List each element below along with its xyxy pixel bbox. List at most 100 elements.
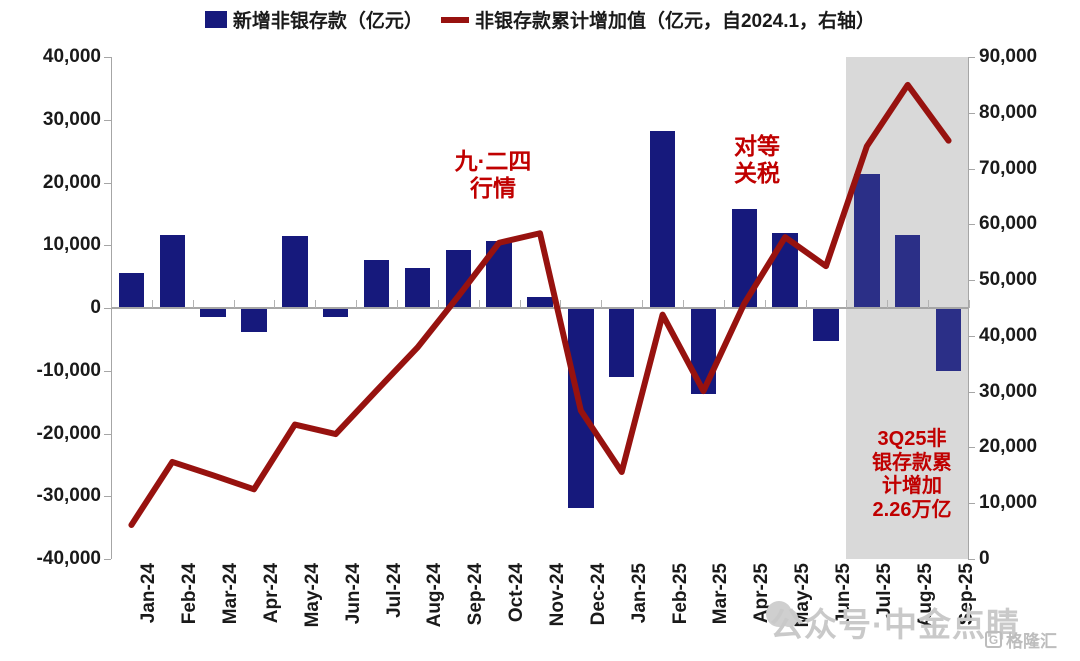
x-minor-tick: [111, 300, 112, 308]
right-tick-label: 60,000: [979, 213, 1038, 235]
annotation-924-rally: 九·二四 行情: [454, 148, 532, 202]
x-minor-tick: [969, 300, 970, 308]
right-tick-label: 10,000: [979, 492, 1038, 514]
x-label-Jan-25: Jan-25: [628, 563, 650, 624]
right-tick: [968, 335, 975, 337]
legend-bar-swatch-icon: [204, 11, 227, 28]
right-tick: [968, 168, 975, 170]
legend-line-label: 非银存款累计增加值（亿元，自2024.1，右轴）: [474, 11, 876, 32]
bar-Jun-25: [813, 308, 839, 341]
x-label-Aug-24: Aug-24: [424, 563, 446, 628]
bar-Feb-25: [649, 131, 676, 308]
bar-Aug-24: [404, 268, 431, 308]
right-tick: [968, 391, 975, 393]
bar-Apr-24: [241, 308, 267, 333]
x-label-Feb-25: Feb-25: [669, 563, 691, 625]
x-minor-tick: [478, 300, 480, 308]
left-tick-label: -40,000: [36, 548, 101, 569]
legend-line-swatch-icon: [440, 16, 469, 23]
x-minor-tick: [683, 300, 684, 308]
left-tick: [104, 433, 111, 435]
annotation-3q25-total: 3Q25非 银存款累 计增加 2.26万亿: [872, 428, 952, 521]
x-label-May-24: May-24: [301, 563, 323, 628]
bar-Jan-25: [609, 308, 635, 378]
left-tick-label: -30,000: [36, 485, 101, 507]
left-tick: [104, 370, 111, 372]
right-tick-label: 40,000: [979, 324, 1038, 346]
bar-Jun-24: [323, 308, 349, 318]
left-tick-label: 10,000: [42, 234, 101, 256]
gelonghui-logo-icon: G: [985, 631, 1002, 648]
right-tick-label: 90,000: [979, 46, 1038, 67]
legend-item-line: 非银存款累计增加值（亿元，自2024.1，右轴）: [440, 6, 876, 33]
bar-Sep-25: [935, 308, 962, 372]
x-label-Feb-24: Feb-24: [179, 563, 201, 625]
left-tick: [104, 119, 111, 121]
x-minor-tick: [274, 300, 276, 308]
x-minor-tick: [233, 300, 235, 308]
right-tick: [968, 57, 975, 58]
x-minor-tick: [519, 300, 521, 308]
x-label-Mar-25: Mar-25: [710, 563, 732, 625]
watermark-text: 公众号·中金点睛: [770, 606, 1020, 643]
right-tick-label: 80,000: [979, 101, 1038, 123]
x-label-Sep-24: Sep-24: [465, 563, 487, 626]
zero-baseline: [111, 307, 969, 309]
gelonghui-label: 格隆汇: [1006, 632, 1057, 651]
x-minor-tick: [315, 300, 317, 308]
left-tick: [104, 308, 111, 309]
chart-legend: 新增非银存款（亿元） 非银存款累计增加值（亿元，自2024.1，右轴）: [0, 6, 1080, 33]
watermark-wechat-icon: [766, 601, 798, 627]
right-tick: [968, 280, 975, 282]
left-tick: [104, 57, 111, 58]
x-label-Jul-24: Jul-24: [383, 563, 405, 618]
x-minor-tick: [846, 300, 848, 308]
bar-Jan-24: [118, 272, 145, 308]
left-tick: [104, 496, 111, 498]
x-minor-tick: [887, 300, 889, 308]
watermark-gelonghui: G 格隆汇: [985, 627, 1057, 652]
right-tick-label: 20,000: [979, 436, 1038, 458]
x-minor-tick: [192, 300, 194, 308]
x-minor-tick: [928, 300, 930, 308]
plot-area: 40,000 30,000 20,000 10,000 0 -10,000 -20,000 -…: [37, 47, 1038, 568]
x-label-Mar-24: Mar-24: [220, 563, 242, 625]
bar-Jul-25: [854, 173, 880, 308]
x-label-Apr-24: Apr-24: [261, 563, 282, 624]
legend-bar-label: 新增非银存款（亿元）: [232, 11, 423, 32]
x-label-Jan-24: Jan-24: [138, 563, 160, 624]
line-series: [111, 57, 969, 559]
x-minor-tick: [437, 300, 439, 308]
x-minor-tick: [723, 300, 725, 308]
bar-Mar-24: [200, 308, 226, 317]
x-label-Nov-24: Nov-24: [547, 563, 568, 627]
legend-item-bars: 新增非银存款（亿元）: [204, 6, 423, 33]
left-tick-label: -10,000: [36, 359, 101, 381]
x-minor-tick: [397, 300, 398, 308]
right-tick: [968, 503, 975, 505]
left-tick: [104, 559, 111, 560]
right-tick-label: 70,000: [979, 157, 1038, 179]
right-tick-label: 0: [979, 548, 990, 569]
x-minor-tick: [805, 300, 807, 308]
bar-Aug-25: [895, 234, 921, 308]
cumulative-line-path: [131, 85, 948, 525]
x-minor-tick: [356, 300, 358, 308]
right-tick: [968, 224, 975, 226]
left-tick: [104, 245, 111, 247]
x-label-Dec-24: Dec-24: [587, 563, 609, 626]
left-tick-label: -20,000: [36, 422, 101, 444]
right-tick: [968, 447, 975, 449]
x-minor-tick: [764, 300, 766, 308]
x-minor-tick: [642, 300, 644, 308]
left-tick-label: 0: [90, 297, 101, 318]
left-tick-label: 20,000: [42, 171, 101, 193]
bar-May-24: [282, 235, 308, 308]
right-tick: [968, 112, 975, 114]
x-minor-tick: [151, 300, 153, 308]
annotation-reciprocal-tariff: 对等 关税: [734, 133, 780, 187]
left-tick-label: 30,000: [42, 108, 101, 130]
right-tick: [968, 559, 975, 560]
left-tick-label: 40,000: [42, 46, 101, 67]
